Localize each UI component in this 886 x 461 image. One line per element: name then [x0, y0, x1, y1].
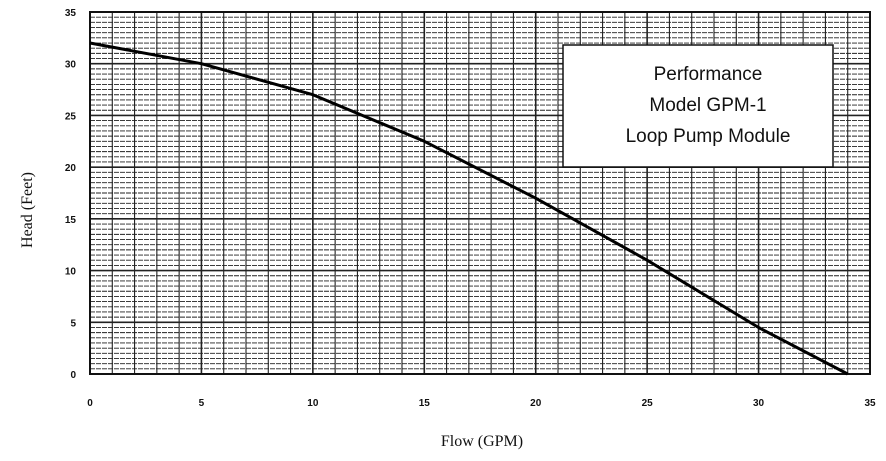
x-tick-label: 20	[530, 398, 542, 409]
y-tick-label: 0	[70, 370, 76, 381]
y-tick-label: 35	[65, 8, 77, 19]
x-tick-label: 10	[307, 398, 319, 409]
y-tick-label: 10	[65, 267, 77, 278]
annotation-line: Loop Pump Module	[626, 126, 791, 147]
y-tick-label: 15	[65, 215, 77, 226]
series-layer	[89, 41, 849, 376]
x-tick-labels: 0 5 10 15 20 25 30 35	[87, 398, 876, 409]
y-tick-labels: 0 5 10 15 20 25 30 35	[65, 8, 77, 381]
y-tick-label: 20	[65, 163, 77, 174]
annotation-box: Performance Model GPM-1 Loop Pump Module	[562, 44, 834, 168]
x-tick-label: 15	[419, 398, 431, 409]
x-tick-label: 0	[87, 398, 93, 409]
y-tick-label: 25	[65, 111, 77, 122]
annotation-line: Performance	[654, 64, 763, 85]
x-tick-label: 5	[199, 398, 205, 409]
grid	[90, 12, 870, 374]
x-tick-label: 35	[864, 398, 876, 409]
y-tick-label: 5	[70, 318, 76, 329]
annotation-line: Model GPM-1	[649, 95, 766, 116]
y-tick-label: 30	[65, 60, 77, 71]
annotation-box-frame	[562, 44, 834, 168]
series-line-0	[89, 41, 849, 376]
x-axis-label: Flow (GPM)	[441, 433, 523, 450]
x-tick-label: 30	[753, 398, 765, 409]
y-axis-label: Head (Feet)	[19, 172, 36, 248]
plot-frame	[89, 11, 871, 375]
x-tick-label: 25	[642, 398, 654, 409]
